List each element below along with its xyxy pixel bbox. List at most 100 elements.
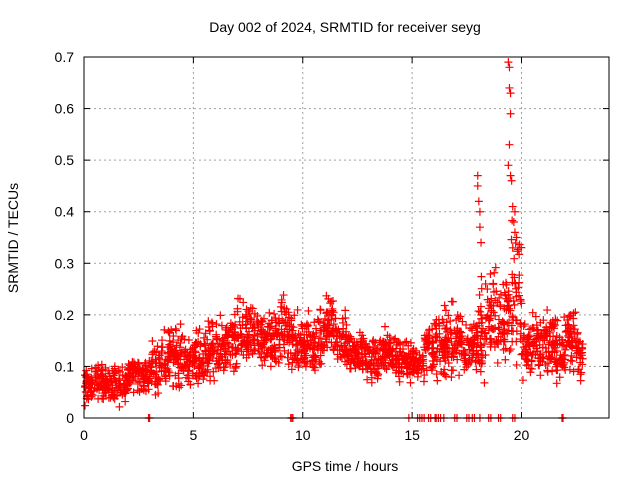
data-point <box>191 372 200 381</box>
data-point <box>494 340 503 349</box>
data-point <box>315 318 324 327</box>
data-point <box>367 355 376 364</box>
data-point <box>226 323 235 332</box>
data-point <box>573 336 582 345</box>
data-point <box>550 321 559 330</box>
data-point <box>223 333 232 342</box>
data-point <box>194 328 203 337</box>
data-point <box>566 324 575 333</box>
data-point <box>277 298 286 307</box>
data-point <box>392 340 401 349</box>
data-point <box>572 349 581 358</box>
data-point <box>490 268 499 277</box>
data-point <box>428 364 437 373</box>
data-point <box>208 339 217 348</box>
data-point <box>123 384 132 393</box>
data-point <box>512 360 521 369</box>
data-point <box>102 375 111 384</box>
data-point <box>321 335 330 344</box>
data-point <box>283 336 292 345</box>
data-point <box>449 366 458 375</box>
data-point <box>472 365 481 374</box>
data-point <box>510 273 519 282</box>
data-point <box>432 370 441 379</box>
data-point <box>508 243 517 252</box>
data-point <box>260 329 269 338</box>
data-point <box>516 295 525 304</box>
data-point <box>139 386 148 395</box>
data-point <box>279 340 288 349</box>
data-point <box>304 340 313 349</box>
data-point <box>529 323 538 332</box>
data-point <box>157 343 166 352</box>
data-point <box>406 378 415 387</box>
data-point <box>499 327 508 336</box>
data-point <box>172 326 181 335</box>
data-point <box>147 378 156 387</box>
data-points <box>80 58 587 422</box>
data-point <box>304 321 313 330</box>
data-point <box>325 315 334 324</box>
data-point <box>550 357 559 366</box>
data-point <box>323 343 332 352</box>
data-point <box>154 389 163 398</box>
data-point <box>152 372 161 381</box>
data-point <box>135 378 144 387</box>
data-point <box>553 366 562 375</box>
data-point <box>331 338 340 347</box>
data-point <box>502 305 511 314</box>
data-point <box>402 352 411 361</box>
data-point <box>462 320 471 329</box>
data-point <box>95 379 104 388</box>
data-point <box>191 356 200 365</box>
axes: 0 5 10 15 20 0 0.1 0.2 0.3 0.4 0.5 0.6 0.7 <box>55 49 609 443</box>
data-point <box>477 272 486 281</box>
data-point <box>288 335 297 344</box>
data-point <box>485 298 494 307</box>
data-point <box>115 402 124 411</box>
data-point <box>293 305 302 314</box>
data-point <box>444 358 453 367</box>
data-point <box>83 391 92 400</box>
data-point <box>181 345 190 354</box>
data-point <box>351 364 360 373</box>
data-point <box>326 299 335 308</box>
data-point <box>505 140 514 149</box>
data-point <box>329 320 338 329</box>
data-point <box>299 337 308 346</box>
data-point <box>258 317 267 326</box>
data-point <box>180 335 189 344</box>
data-point <box>300 346 309 355</box>
data-point <box>507 235 516 244</box>
data-point <box>431 333 440 342</box>
data-point <box>372 369 381 378</box>
data-point <box>333 355 342 364</box>
data-point <box>400 338 409 347</box>
data-point <box>383 331 392 340</box>
data-point <box>338 314 347 323</box>
data-point <box>165 368 174 377</box>
data-point <box>487 306 496 315</box>
data-point <box>266 362 275 371</box>
data-point <box>491 263 500 272</box>
data-point <box>534 333 543 342</box>
data-point <box>562 341 571 350</box>
data-point <box>327 297 336 306</box>
data-point <box>345 364 354 373</box>
data-point <box>544 340 553 349</box>
data-point <box>386 346 395 355</box>
data-point <box>150 379 159 388</box>
data-point <box>522 361 531 370</box>
data-point <box>376 354 385 363</box>
data-point <box>375 338 384 347</box>
data-point <box>276 352 285 361</box>
data-point <box>290 311 299 320</box>
data-point <box>205 349 214 358</box>
data-point <box>205 327 214 336</box>
data-point <box>476 307 485 316</box>
data-point <box>487 294 496 303</box>
data-point <box>96 370 105 379</box>
data-point <box>443 343 452 352</box>
data-point <box>121 397 130 406</box>
data-point <box>528 308 537 317</box>
